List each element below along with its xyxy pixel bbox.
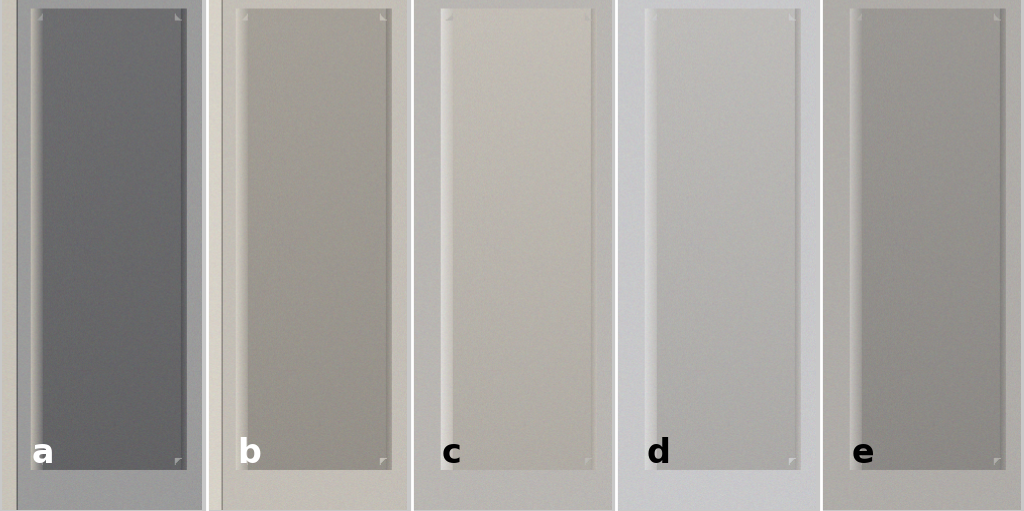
Text: c: c	[441, 437, 462, 470]
Text: a: a	[32, 437, 54, 470]
Text: b: b	[237, 437, 261, 470]
Text: d: d	[646, 437, 671, 470]
Text: e: e	[851, 437, 873, 470]
